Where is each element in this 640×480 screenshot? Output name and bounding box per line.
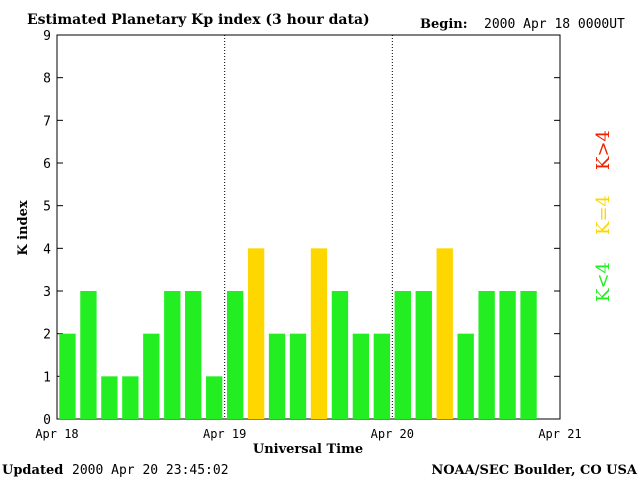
kp-bar — [310, 248, 328, 419]
updated-label: Updated — [2, 463, 63, 478]
x-tick-label: Apr 20 — [371, 427, 414, 441]
x-tick-label: Apr 19 — [203, 427, 246, 441]
x-tick-label: Apr 21 — [538, 427, 581, 441]
kp-bar — [206, 376, 223, 419]
bars — [59, 248, 537, 419]
legend-item: K=4 — [593, 195, 614, 235]
kp-bar — [457, 333, 474, 419]
x-axis-labels: Apr 18 Apr 19 Apr 20 Apr 21 — [35, 427, 581, 441]
kp-bar — [373, 333, 391, 419]
kp-bar — [436, 248, 453, 419]
updated-value: 2000 Apr 20 23:45:02 — [72, 463, 229, 478]
y-tick-label: 8 — [43, 72, 51, 87]
x-axis-title: Universal Time — [253, 442, 363, 457]
y-tick-label: 6 — [43, 157, 51, 172]
kp-bar — [122, 376, 139, 419]
y-tick-label: 7 — [43, 114, 51, 129]
y-axis-labels: 0 1 2 3 4 5 6 7 8 9 — [43, 29, 51, 428]
y-tick-label: 0 — [43, 413, 51, 428]
plot-frame — [56, 34, 561, 420]
kp-bar — [247, 248, 265, 419]
kp-bar — [101, 376, 118, 419]
kp-bar — [164, 291, 181, 419]
y-axis-title: K index — [16, 200, 31, 256]
source-credit: NOAA/SEC Boulder, CO USA — [431, 463, 638, 478]
kp-bar — [478, 291, 495, 419]
kp-bar — [289, 333, 307, 419]
y-tick-label: 2 — [43, 328, 51, 343]
kp-bar — [415, 291, 432, 419]
y-axis-ticks — [57, 34, 560, 420]
kp-bar — [352, 333, 370, 419]
y-tick-label: 1 — [43, 370, 51, 385]
chart-title: Estimated Planetary Kp index (3 hour dat… — [27, 12, 370, 28]
kp-bar — [185, 291, 202, 419]
kp-bar — [394, 291, 411, 419]
kp-bar — [520, 291, 537, 419]
legend: K<4 K=4 K>4 — [593, 130, 614, 302]
y-tick-label: 3 — [43, 285, 51, 300]
kp-bar — [226, 291, 244, 419]
y-tick-label: 5 — [43, 200, 51, 215]
begin-label: Begin: — [420, 17, 468, 32]
y-tick-label: 9 — [43, 29, 51, 44]
kp-bar — [268, 333, 286, 419]
x-tick-label: Apr 18 — [35, 427, 78, 441]
kp-bar — [499, 291, 516, 419]
legend-item: K>4 — [593, 130, 614, 170]
kp-bar — [143, 333, 160, 419]
day-separators — [224, 35, 393, 419]
begin-value: 2000 Apr 18 0000UT — [484, 17, 625, 32]
kp-bar — [80, 291, 97, 419]
y-tick-label: 4 — [43, 242, 51, 257]
legend-item: K<4 — [593, 262, 614, 302]
kp-bar — [59, 333, 76, 419]
kp-bar — [331, 291, 349, 419]
